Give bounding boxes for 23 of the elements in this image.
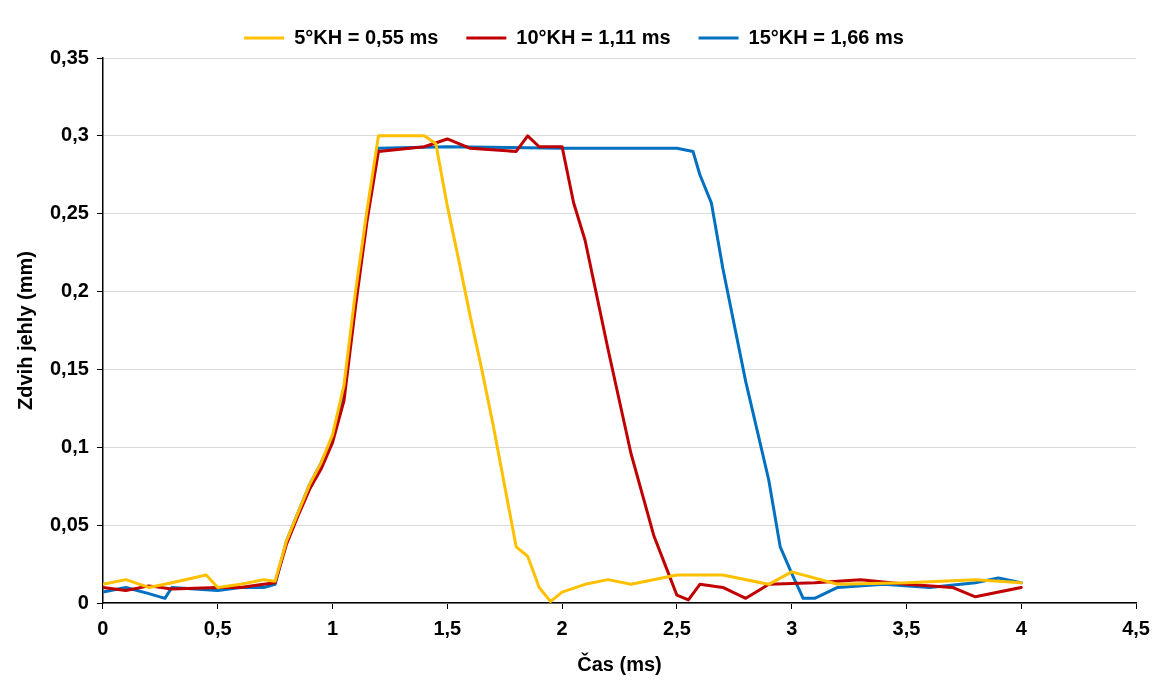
y-tick-label: 0,1 — [61, 434, 89, 457]
x-tick-label: 3 — [786, 616, 798, 639]
legend-label: 5°KH = 0,55 ms — [294, 25, 439, 48]
y-axis-title: Zdvih jehly (mm) — [13, 251, 36, 410]
y-tick-label: 0,2 — [61, 279, 89, 302]
y-tick-label: 0,05 — [49, 512, 89, 535]
x-tick-label: 1 — [326, 616, 339, 639]
legend-label: 10°KH = 1,11 ms — [516, 25, 671, 48]
y-tick-label: 0 — [77, 590, 89, 613]
x-tick-label: 4,5 — [1122, 616, 1150, 639]
y-tick-label: 0,3 — [61, 123, 89, 146]
x-tick-label: 2 — [556, 616, 568, 639]
x-tick-label: 0,5 — [203, 616, 232, 639]
x-tick-label: 1,5 — [433, 616, 462, 639]
y-tick-label: 0,35 — [49, 45, 89, 68]
x-tick-label: 4 — [1015, 616, 1028, 639]
x-tick-label: 2,5 — [663, 616, 691, 639]
x-tick-label: 3,5 — [892, 616, 921, 639]
y-tick-label: 0,25 — [49, 201, 89, 224]
legend-label: 15°KH = 1,66 ms — [748, 25, 904, 48]
x-tick-label: 0 — [97, 616, 109, 639]
y-tick-label: 0,15 — [49, 356, 89, 379]
x-axis-title: Čas (ms) — [577, 651, 662, 675]
